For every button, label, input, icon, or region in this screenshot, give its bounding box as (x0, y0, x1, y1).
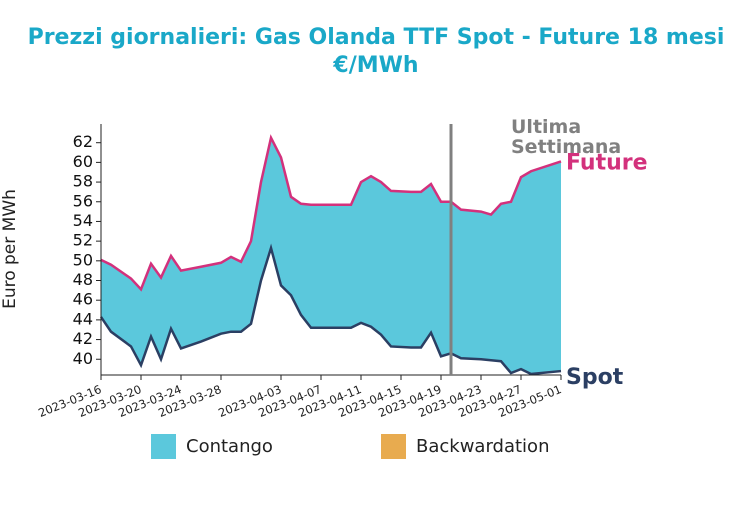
y-tick-label: 44 (73, 309, 93, 328)
legend-swatch (381, 434, 406, 459)
legend-label: Contango (186, 436, 273, 457)
series-line (99, 243, 562, 376)
last-week-label: Ultima Settimana (511, 116, 621, 158)
y-tick-label: 52 (73, 231, 93, 250)
legend-swatch (151, 434, 176, 459)
y-tick-label: 54 (73, 211, 93, 230)
legend-label: Backwardation (416, 436, 549, 457)
chart-subtitle: €/MWh (332, 53, 418, 78)
y-tick-label: 60 (73, 152, 93, 171)
y-tick-label: 48 (73, 270, 93, 289)
chart-title: Prezzi giornalieri: Gas Olanda TTF Spot … (28, 25, 725, 50)
series-label: Spot (566, 365, 624, 390)
y-tick-label: 58 (73, 172, 93, 191)
y-tick-label: 40 (73, 349, 93, 368)
series-line (100, 134, 562, 292)
y-tick-label: 56 (73, 191, 93, 210)
y-axis-label: Euro per MWh (0, 189, 20, 309)
y-tick-label: 46 (73, 290, 93, 309)
series-label: Future (566, 150, 648, 175)
contango-area (101, 137, 561, 375)
y-tick-label: 62 (73, 132, 93, 151)
y-tick-label: 50 (73, 250, 93, 269)
y-tick-label: 42 (73, 329, 93, 348)
